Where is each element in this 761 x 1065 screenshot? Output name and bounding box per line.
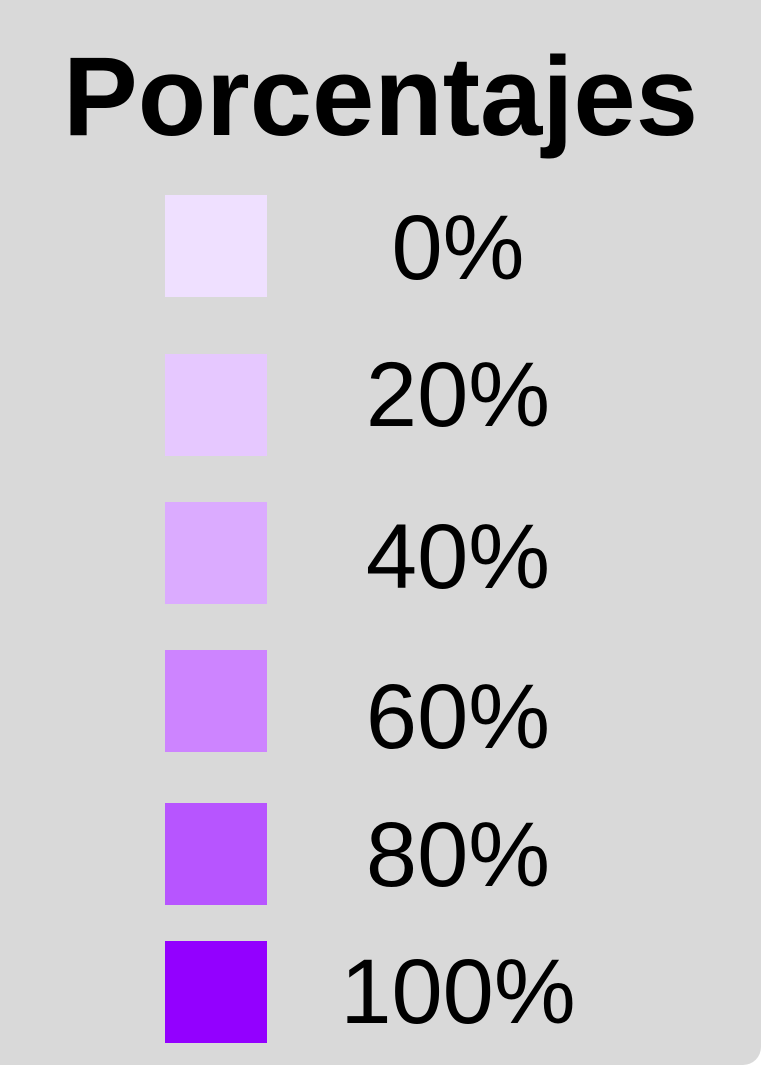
legend-swatch-100	[165, 941, 267, 1043]
legend-swatch-60	[165, 650, 267, 752]
legend-label-60: 60%	[365, 666, 551, 768]
legend-swatch-0	[165, 195, 267, 297]
legend-label-0: 0%	[391, 197, 525, 299]
legend-swatch-20	[165, 354, 267, 456]
legend-label-80: 80%	[365, 804, 551, 906]
legend-label-100: 100%	[340, 941, 576, 1043]
legend-label-40: 40%	[365, 506, 551, 608]
legend-label-20: 20%	[365, 344, 551, 446]
legend-swatch-80	[165, 803, 267, 905]
legend-title: Porcentajes	[63, 34, 698, 159]
legend-swatch-40	[165, 502, 267, 604]
